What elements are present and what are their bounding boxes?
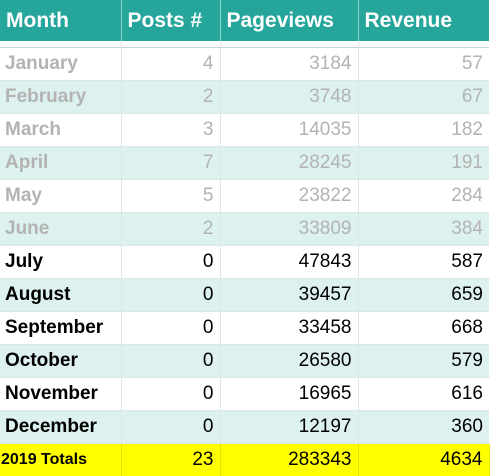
month-cell[interactable]: June <box>0 212 122 246</box>
totals-posts-cell[interactable]: 23 <box>121 443 221 476</box>
spacer-cell <box>121 41 221 48</box>
revenue-cell[interactable]: 668 <box>358 311 489 345</box>
totals-label-cell[interactable]: 2019 Totals <box>0 443 122 476</box>
table-row: December 0 12197 360 <box>0 410 489 444</box>
revenue-cell[interactable]: 579 <box>358 344 489 378</box>
pageviews-cell[interactable]: 33458 <box>220 311 359 345</box>
spacer-cell <box>220 41 359 48</box>
revenue-cell[interactable]: 360 <box>358 410 489 444</box>
month-cell[interactable]: February <box>0 80 122 114</box>
month-cell[interactable]: December <box>0 410 122 444</box>
pageviews-cell[interactable]: 3184 <box>220 47 359 81</box>
spacer-cell <box>358 41 489 48</box>
table-row: April 7 28245 191 <box>0 146 489 180</box>
table-row: May 5 23822 284 <box>0 179 489 213</box>
month-cell[interactable]: July <box>0 245 122 279</box>
revenue-cell[interactable]: 587 <box>358 245 489 279</box>
revenue-cell[interactable]: 182 <box>358 113 489 147</box>
table-row: August 0 39457 659 <box>0 278 489 312</box>
table-row: November 0 16965 616 <box>0 377 489 411</box>
revenue-cell[interactable]: 57 <box>358 47 489 81</box>
month-cell[interactable]: September <box>0 311 122 345</box>
pageviews-cell[interactable]: 33809 <box>220 212 359 246</box>
revenue-cell[interactable]: 67 <box>358 80 489 114</box>
revenue-cell[interactable]: 191 <box>358 146 489 180</box>
table-row: October 0 26580 579 <box>0 344 489 378</box>
pageviews-cell[interactable]: 3748 <box>220 80 359 114</box>
table-row: June 2 33809 384 <box>0 212 489 246</box>
totals-revenue-cell[interactable]: 4634 <box>358 443 490 476</box>
pageviews-cell[interactable]: 28245 <box>220 146 359 180</box>
spacer-cell <box>0 41 122 48</box>
table-row: January 4 3184 57 <box>0 47 489 81</box>
header-cell-pageviews[interactable]: Pageviews <box>220 0 359 41</box>
posts-cell[interactable]: 3 <box>121 113 221 147</box>
posts-cell[interactable]: 0 <box>121 311 221 345</box>
revenue-cell[interactable]: 659 <box>358 278 489 312</box>
pageviews-cell[interactable]: 16965 <box>220 377 359 411</box>
posts-cell[interactable]: 7 <box>121 146 221 180</box>
posts-cell[interactable]: 2 <box>121 212 221 246</box>
month-cell[interactable]: March <box>0 113 122 147</box>
month-cell[interactable]: August <box>0 278 122 312</box>
pageviews-cell[interactable]: 14035 <box>220 113 359 147</box>
posts-cell[interactable]: 4 <box>121 47 221 81</box>
posts-cell[interactable]: 5 <box>121 179 221 213</box>
posts-cell[interactable]: 0 <box>121 344 221 378</box>
table-row: September 0 33458 668 <box>0 311 489 345</box>
totals-pageviews-cell[interactable]: 283343 <box>220 443 359 476</box>
spacer-row <box>0 41 489 48</box>
totals-row: 2019 Totals 23 283343 4634 <box>0 443 490 476</box>
header-cell-revenue[interactable]: Revenue <box>358 0 489 41</box>
posts-cell[interactable]: 0 <box>121 377 221 411</box>
month-cell[interactable]: November <box>0 377 122 411</box>
pageviews-cell[interactable]: 39457 <box>220 278 359 312</box>
header-row: Month Posts # Pageviews Revenue <box>0 0 489 41</box>
table-row: February 2 3748 67 <box>0 80 489 114</box>
pageviews-cell[interactable]: 47843 <box>220 245 359 279</box>
revenue-cell[interactable]: 284 <box>358 179 489 213</box>
posts-cell[interactable]: 0 <box>121 245 221 279</box>
table-row: March 3 14035 182 <box>0 113 489 147</box>
pageviews-cell[interactable]: 23822 <box>220 179 359 213</box>
pageviews-cell[interactable]: 12197 <box>220 410 359 444</box>
revenue-cell[interactable]: 616 <box>358 377 489 411</box>
month-cell[interactable]: October <box>0 344 122 378</box>
month-cell[interactable]: April <box>0 146 122 180</box>
posts-cell[interactable]: 0 <box>121 410 221 444</box>
table-body: January 4 3184 57 February 2 3748 67 March 3 14035… <box>0 41 489 444</box>
revenue-cell[interactable]: 384 <box>358 212 489 246</box>
header-cell-month[interactable]: Month <box>0 0 122 41</box>
header-cell-posts[interactable]: Posts # <box>121 0 221 41</box>
month-cell[interactable]: January <box>0 47 122 81</box>
posts-cell[interactable]: 0 <box>121 278 221 312</box>
month-cell[interactable]: May <box>0 179 122 213</box>
pageviews-cell[interactable]: 26580 <box>220 344 359 378</box>
posts-cell[interactable]: 2 <box>121 80 221 114</box>
table-row: July 0 47843 587 <box>0 245 489 279</box>
